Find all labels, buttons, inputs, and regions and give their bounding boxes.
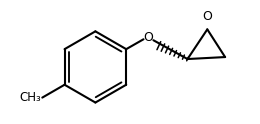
- Text: O: O: [202, 10, 212, 23]
- Text: CH₃: CH₃: [20, 91, 41, 104]
- Text: O: O: [143, 31, 153, 44]
